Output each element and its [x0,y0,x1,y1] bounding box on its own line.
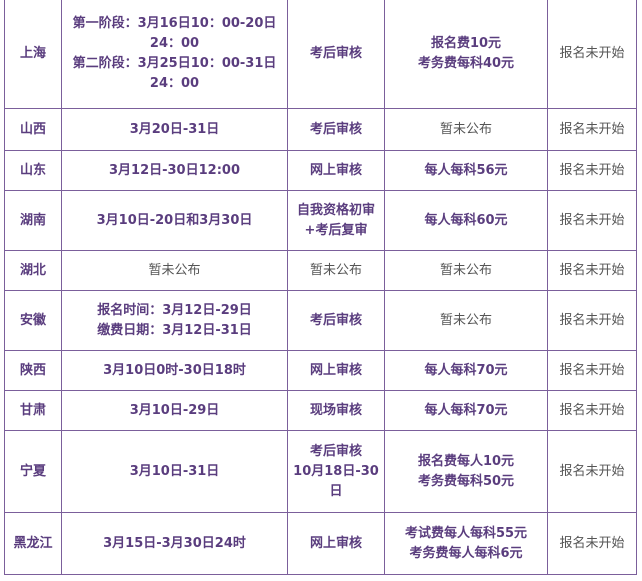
review-cell: 现场审核 [287,390,385,431]
review-cell-line: 10月18日-30日 [293,463,379,499]
status-cell: 报名未开始 [547,290,637,351]
fee-cell-line: 暂未公布 [439,312,492,328]
fee-cell: 每人每科60元 [384,190,548,251]
status-cell: 报名未开始 [547,108,637,151]
fee-cell: 报名费每人10元 考务费每科50元 [384,430,548,513]
fee-cell-line: 考务费每人每科6元 [409,545,523,561]
dates-cell-line: 暂未公布 [148,262,201,278]
status-cell: 报名未开始 [547,350,637,391]
dates-cell: 3月12日-30日12:00 [61,150,288,191]
province-cell: 宁夏 [4,430,62,513]
dates-cell-line: 报名时间：3月12日-29日 [97,302,252,318]
review-cell-line: 考后审核 [309,312,362,328]
fee-cell: 暂未公布 [384,250,548,291]
dates-cell-line: 3月10日-20日和3月30日 [96,212,253,228]
fee-cell: 报名费10元 考务费每科40元 [384,0,548,109]
review-cell: 考后审核 [287,108,385,151]
province-cell: 山西 [4,108,62,151]
status-cell: 报名未开始 [547,512,637,575]
table-row: 黑龙江 3月15日-3月30日24时 网上审核 考试费每人每科55元 考务费每人每科6元… [4,512,637,575]
review-cell: 暂未公布 [287,250,385,291]
table-row: 陕西 3月10日0时-30日18时 网上审核 每人每科70元 报名未开始 [4,350,637,391]
dates-cell-line: 3月20日-31日 [129,121,220,137]
status-cell: 报名未开始 [547,250,637,291]
review-cell: 自我资格初审 +考后复审 [287,190,385,251]
province-cell: 山东 [4,150,62,191]
dates-cell-line: 3月12日-30日12:00 [108,162,240,178]
fee-cell: 每人每科56元 [384,150,548,191]
dates-cell: 3月20日-31日 [61,108,288,151]
fee-cell-line: 暂未公布 [439,121,492,137]
review-cell-line: 考后审核 [309,443,362,459]
table-row: 山东 3月12日-30日12:00 网上审核 每人每科56元 报名未开始 [4,150,637,191]
review-cell-line: 自我资格初审 [296,202,375,218]
review-cell: 考后审核 [287,290,385,351]
status-cell: 报名未开始 [547,430,637,513]
dates-cell-line: 第二阶段：3月25日10：00-31日24：00 [72,55,277,91]
review-cell-line: 网上审核 [309,362,362,378]
fee-cell-line: 每人每科70元 [424,402,508,418]
dates-cell: 暂未公布 [61,250,288,291]
status-cell: 报名未开始 [547,0,637,109]
dates-cell: 第一阶段：3月16日10：00-20日24：00 第二阶段：3月25日10：00-… [61,0,288,109]
dates-cell: 3月10日-20日和3月30日 [61,190,288,251]
dates-cell-line: 3月10日-29日 [129,402,220,418]
fee-cell: 每人每科70元 [384,350,548,391]
province-cell: 甘肃 [4,390,62,431]
dates-cell-line: 3月10日-31日 [129,463,220,479]
registration-table: 上海 第一阶段：3月16日10：00-20日24：00 第二阶段：3月25日10：0… [4,0,637,575]
table-row: 山西 3月20日-31日 考后审核 暂未公布 报名未开始 [4,108,637,151]
province-cell: 上海 [4,0,62,109]
review-cell: 网上审核 [287,150,385,191]
fee-cell: 暂未公布 [384,290,548,351]
province-cell: 湖南 [4,190,62,251]
review-cell: 网上审核 [287,350,385,391]
table-row: 上海 第一阶段：3月16日10：00-20日24：00 第二阶段：3月25日10：0… [4,0,637,109]
province-cell: 陕西 [4,350,62,391]
fee-cell-line: 考务费每科40元 [417,55,515,71]
dates-cell: 3月10日-31日 [61,430,288,513]
province-cell: 湖北 [4,250,62,291]
dates-cell-line: 3月15日-3月30日24时 [103,535,246,551]
table-row: 安徽 报名时间：3月12日-29日 缴费日期：3月12日-31日 考后审核 暂未公布 报名… [4,290,637,351]
review-cell-line: 网上审核 [309,162,362,178]
dates-cell: 3月10日0时-30日18时 [61,350,288,391]
review-cell-line: 网上审核 [309,535,362,551]
review-cell-line: 暂未公布 [309,262,362,278]
fee-cell-line: 考务费每科50元 [417,473,515,489]
province-cell: 黑龙江 [4,512,62,575]
table-row: 甘肃 3月10日-29日 现场审核 每人每科70元 报名未开始 [4,390,637,431]
review-cell-line: +考后复审 [304,222,368,238]
dates-cell: 报名时间：3月12日-29日 缴费日期：3月12日-31日 [61,290,288,351]
review-cell-line: 现场审核 [309,402,362,418]
status-cell: 报名未开始 [547,190,637,251]
dates-cell: 3月15日-3月30日24时 [61,512,288,575]
review-cell-line: 考后审核 [309,121,362,137]
fee-cell-line: 暂未公布 [439,262,492,278]
fee-cell: 暂未公布 [384,108,548,151]
review-cell: 网上审核 [287,512,385,575]
review-cell-line: 考后审核 [309,45,362,61]
fee-cell: 考试费每人每科55元 考务费每人每科6元 [384,512,548,575]
dates-cell-line: 第一阶段：3月16日10：00-20日24：00 [72,15,277,51]
province-cell: 安徽 [4,290,62,351]
fee-cell-line: 每人每科60元 [424,212,508,228]
fee-cell-line: 报名费每人10元 [417,453,515,469]
review-cell: 考后审核 10月18日-30日 [287,430,385,513]
fee-cell-line: 考试费每人每科55元 [404,525,528,541]
fee-cell-line: 报名费10元 [430,35,502,51]
fee-cell: 每人每科70元 [384,390,548,431]
review-cell: 考后审核 [287,0,385,109]
status-cell: 报名未开始 [547,390,637,431]
table-row: 湖北 暂未公布 暂未公布 暂未公布 报名未开始 [4,250,637,291]
table-row: 湖南 3月10日-20日和3月30日 自我资格初审 +考后复审 每人每科60元 报名未开始 [4,190,637,251]
dates-cell-line: 缴费日期：3月12日-31日 [97,322,252,338]
dates-cell: 3月10日-29日 [61,390,288,431]
status-cell: 报名未开始 [547,150,637,191]
fee-cell-line: 每人每科70元 [424,362,508,378]
table-row: 宁夏 3月10日-31日 考后审核 10月18日-30日 报名费每人10元 考务费每科50… [4,430,637,513]
dates-cell-line: 3月10日0时-30日18时 [103,362,246,378]
fee-cell-line: 每人每科56元 [424,162,508,178]
